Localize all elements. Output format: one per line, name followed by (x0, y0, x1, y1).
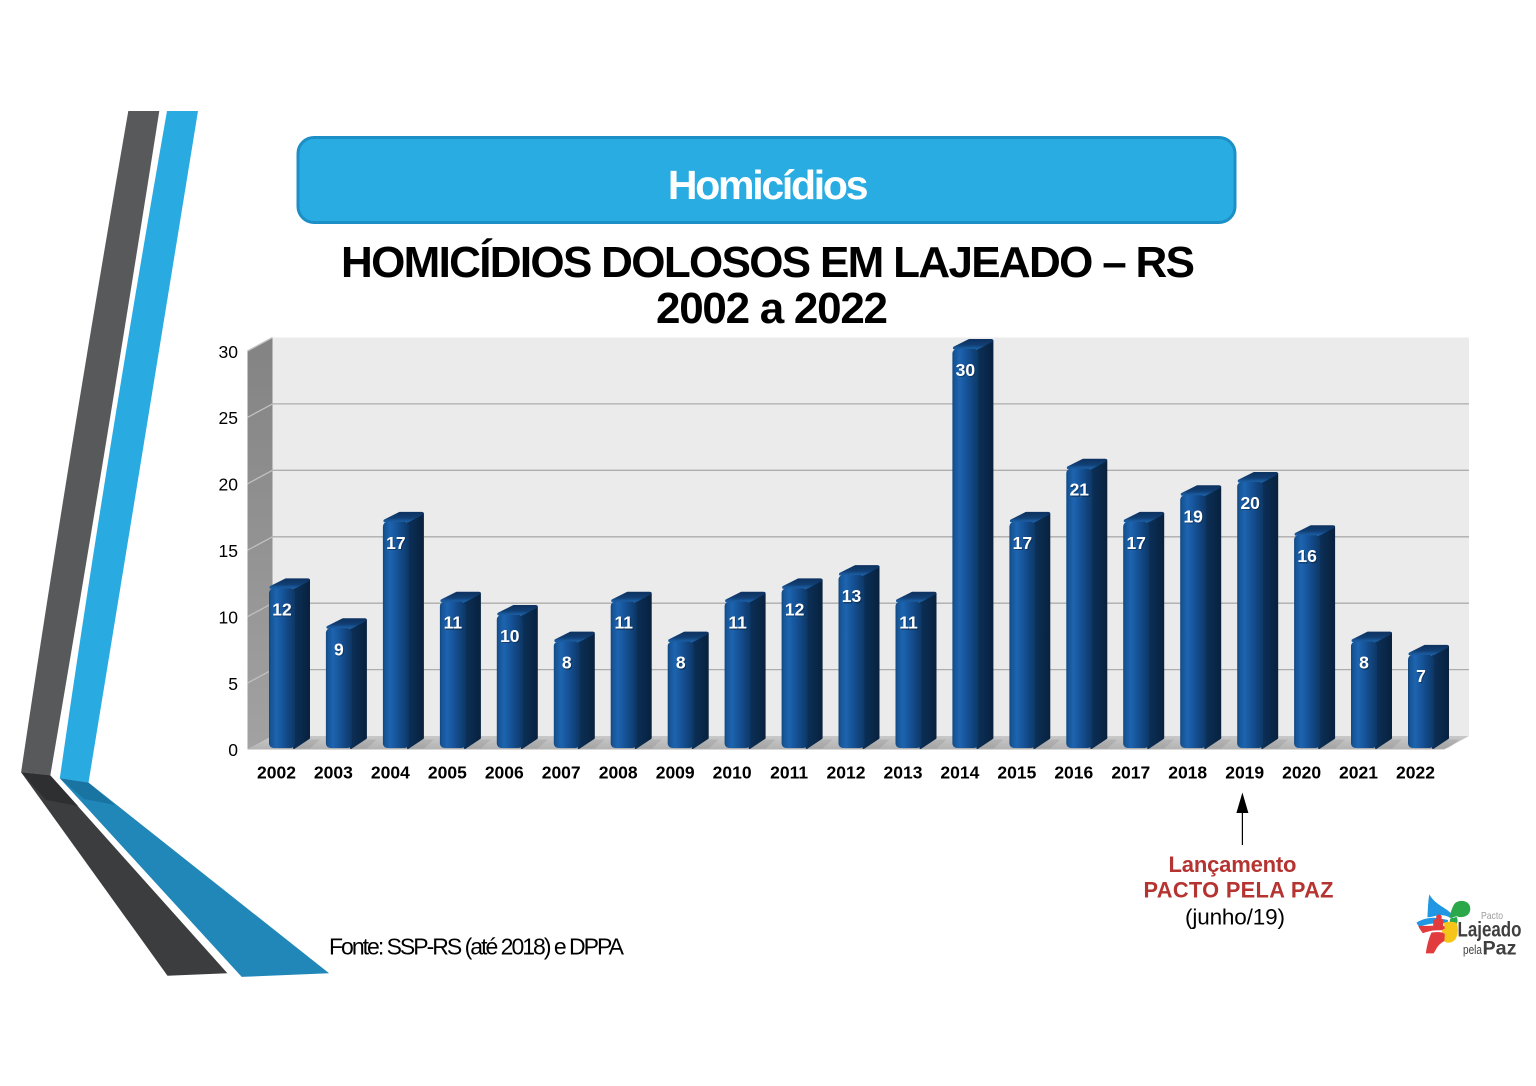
svg-text:11: 11 (728, 613, 747, 633)
svg-text:9: 9 (334, 639, 344, 659)
svg-text:19: 19 (1184, 508, 1204, 528)
svg-text:2020: 2020 (1282, 763, 1321, 783)
svg-text:2009: 2009 (656, 763, 695, 783)
svg-text:8: 8 (1359, 653, 1369, 673)
svg-text:9: 9 (335, 641, 345, 661)
svg-text:0: 0 (228, 740, 238, 760)
svg-text:12: 12 (785, 599, 805, 619)
svg-text:19: 19 (1183, 506, 1203, 526)
svg-text:17: 17 (1127, 534, 1146, 554)
svg-text:11: 11 (444, 613, 463, 633)
svg-text:5: 5 (228, 674, 238, 694)
svg-text:10: 10 (500, 626, 520, 646)
svg-text:HOMICÍDIOS DOLOSOS EM LAJEADO: HOMICÍDIOS DOLOSOS EM LAJEADO – RS (341, 237, 1195, 287)
svg-text:2011: 2011 (770, 763, 808, 783)
svg-text:8: 8 (562, 653, 572, 673)
svg-text:13: 13 (842, 586, 862, 606)
svg-text:17: 17 (387, 534, 406, 554)
svg-text:2003: 2003 (314, 763, 353, 783)
svg-text:10: 10 (501, 627, 521, 647)
svg-text:8: 8 (563, 654, 573, 674)
svg-text:11: 11 (614, 613, 633, 633)
svg-text:2013: 2013 (884, 763, 923, 783)
svg-text:8: 8 (676, 653, 686, 673)
svg-text:20: 20 (1240, 493, 1260, 513)
svg-text:2022: 2022 (1396, 763, 1435, 783)
svg-text:25: 25 (219, 408, 238, 428)
svg-text:11: 11 (729, 614, 748, 634)
svg-text:2014: 2014 (940, 763, 979, 783)
svg-text:20: 20 (1241, 494, 1261, 514)
svg-text:2018: 2018 (1168, 763, 1207, 783)
svg-text:2002: 2002 (257, 763, 296, 783)
svg-text:12: 12 (273, 601, 293, 621)
svg-text:2016: 2016 (1054, 763, 1093, 783)
svg-text:11: 11 (899, 613, 918, 633)
svg-text:2007: 2007 (542, 763, 581, 783)
svg-text:11: 11 (445, 614, 464, 634)
svg-text:2010: 2010 (713, 763, 752, 783)
svg-text:11: 11 (900, 614, 919, 634)
svg-text:PACTO PELA PAZ: PACTO PELA PAZ (1144, 877, 1334, 902)
svg-text:12: 12 (786, 601, 806, 621)
svg-text:Fonte: SSP-RS (até 2018) e DPP: Fonte: SSP-RS (até 2018) e DPPA (329, 934, 625, 960)
svg-text:30: 30 (957, 361, 977, 381)
svg-text:2019: 2019 (1225, 763, 1264, 783)
svg-text:7: 7 (1417, 667, 1427, 687)
svg-text:17: 17 (1013, 533, 1032, 553)
svg-text:13: 13 (843, 587, 863, 607)
svg-text:Lançamento: Lançamento (1169, 852, 1297, 877)
svg-text:2004: 2004 (371, 763, 410, 783)
svg-text:30: 30 (956, 360, 976, 380)
svg-text:12: 12 (272, 599, 292, 619)
svg-text:2021: 2021 (1339, 763, 1378, 783)
svg-text:2017: 2017 (1111, 763, 1150, 783)
svg-text:16: 16 (1297, 546, 1317, 566)
svg-text:16: 16 (1298, 547, 1318, 567)
svg-text:2005: 2005 (428, 763, 467, 783)
svg-text:Lajeado: Lajeado (1458, 918, 1522, 941)
svg-text:2015: 2015 (997, 763, 1036, 783)
svg-text:(junho/19): (junho/19) (1185, 905, 1285, 930)
svg-text:21: 21 (1070, 480, 1090, 500)
svg-text:17: 17 (386, 533, 405, 553)
svg-text:Paz: Paz (1483, 938, 1517, 960)
svg-text:2002 a 2022: 2002 a 2022 (656, 284, 888, 333)
svg-text:11: 11 (615, 614, 634, 634)
svg-text:21: 21 (1071, 481, 1091, 501)
svg-text:30: 30 (219, 342, 239, 362)
svg-text:7: 7 (1416, 666, 1426, 686)
svg-text:10: 10 (219, 607, 239, 627)
svg-text:17: 17 (1014, 534, 1033, 554)
svg-text:20: 20 (219, 475, 239, 495)
svg-text:2006: 2006 (485, 763, 524, 783)
svg-text:15: 15 (219, 541, 238, 561)
svg-text:pela: pela (1463, 943, 1482, 957)
svg-text:8: 8 (677, 654, 687, 674)
svg-text:2012: 2012 (827, 763, 866, 783)
svg-text:Pacto: Pacto (1481, 910, 1503, 922)
svg-text:17: 17 (1126, 533, 1145, 553)
svg-text:Homicídios: Homicídios (668, 162, 869, 208)
svg-text:8: 8 (1360, 654, 1370, 674)
svg-text:2008: 2008 (599, 763, 638, 783)
